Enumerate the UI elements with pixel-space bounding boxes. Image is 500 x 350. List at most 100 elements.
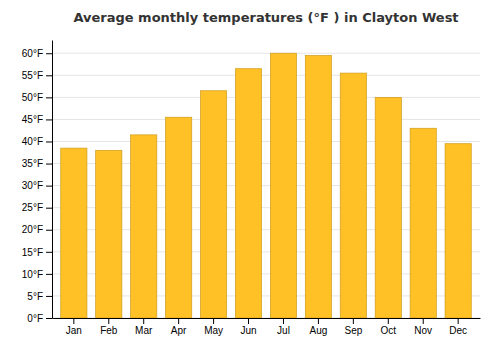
tick: Nov — [414, 318, 432, 336]
tick-label: 15°F — [22, 247, 43, 258]
tick-label: Sep — [344, 325, 362, 336]
tick: Mar — [135, 318, 153, 336]
tick: 55°F — [22, 70, 52, 81]
tick: 60°F — [22, 48, 52, 59]
bar — [96, 150, 122, 318]
tick-label: 45°F — [22, 114, 43, 125]
tick-label: Dec — [449, 325, 467, 336]
tick: 15°F — [22, 247, 52, 258]
tick-label: 10°F — [22, 269, 43, 280]
tick-label: Jan — [66, 325, 82, 336]
tick-label: Jul — [277, 325, 290, 336]
tick: Jun — [240, 318, 256, 336]
tick: 25°F — [22, 202, 52, 213]
tick-mark — [46, 274, 52, 275]
tick-mark — [46, 75, 52, 76]
tick: Sep — [344, 318, 362, 336]
tick: Jul — [277, 318, 290, 336]
tick-mark — [283, 318, 284, 324]
tick: 45°F — [22, 114, 52, 125]
tick-mark — [46, 164, 52, 165]
tick-mark — [46, 230, 52, 231]
tick-mark — [178, 318, 179, 324]
tick: Dec — [449, 318, 467, 336]
tick-mark — [353, 318, 354, 324]
grid — [52, 53, 480, 318]
tick-mark — [143, 318, 144, 324]
tick-label: Mar — [135, 325, 153, 336]
tick-mark — [46, 296, 52, 297]
tick-label: 20°F — [22, 224, 43, 235]
tick-label: Oct — [381, 325, 397, 336]
title: Average monthly temperatures (°F ) in Cl… — [73, 10, 458, 25]
bar — [375, 97, 401, 318]
axis-line — [52, 41, 53, 319]
tick-label: 5°F — [27, 291, 43, 302]
chart: 0°F 5°F 10°F 15°F 20°F 25°F 30°F 35°F 40°F 45°F 50… — [0, 0, 500, 350]
bar — [131, 135, 157, 318]
tick-mark — [46, 252, 52, 253]
tick: 10°F — [22, 269, 52, 280]
tick-mark — [46, 141, 52, 142]
tick-label: Apr — [171, 325, 187, 336]
tick: Feb — [100, 318, 118, 336]
tick-mark — [248, 318, 249, 324]
tick-label: 40°F — [22, 136, 43, 147]
tick-label: 60°F — [22, 48, 43, 59]
tick-mark — [318, 318, 319, 324]
tick: Aug — [310, 318, 328, 336]
tick-mark — [46, 318, 52, 319]
grid-line — [52, 75, 480, 76]
bar — [200, 91, 226, 318]
bar — [305, 55, 331, 318]
axis-line — [53, 318, 481, 319]
x-axis: Jan Feb Mar Apr May Jun Jul Aug Sep Oct Nov Dec — [53, 318, 481, 336]
plot: 0°F 5°F 10°F 15°F 20°F 25°F 30°F 35°F 40°F 45°F 50… — [22, 41, 481, 337]
bar — [340, 73, 366, 318]
tick-mark — [46, 186, 52, 187]
tick-label: 50°F — [22, 92, 43, 103]
tick-label: Aug — [310, 325, 328, 336]
bar — [445, 144, 471, 318]
tick-mark — [73, 318, 74, 324]
tick-mark — [108, 318, 109, 324]
tick-mark — [46, 97, 52, 98]
bar — [166, 117, 192, 318]
grid-line — [52, 53, 480, 54]
grid-line — [52, 119, 480, 120]
tick-label: Nov — [414, 325, 432, 336]
tick-label: 30°F — [22, 180, 43, 191]
bar — [410, 128, 436, 318]
tick: 0°F — [27, 313, 52, 324]
tick-mark — [46, 119, 52, 120]
tick: May — [204, 318, 223, 336]
y-axis: 0°F 5°F 10°F 15°F 20°F 25°F 30°F 35°F 40°F 45°F 50… — [22, 41, 53, 324]
bar — [235, 69, 261, 318]
tick: Jan — [66, 318, 82, 336]
tick-label: Jun — [240, 325, 256, 336]
tick-mark — [423, 318, 424, 324]
tick-mark — [213, 318, 214, 324]
tick-label: 0°F — [27, 313, 43, 324]
tick: Apr — [171, 318, 187, 336]
tick: 5°F — [27, 291, 52, 302]
bar — [270, 53, 296, 318]
tick-label: May — [204, 325, 223, 336]
tick: 35°F — [22, 158, 52, 169]
tick-label: 25°F — [22, 202, 43, 213]
tick-label: 35°F — [22, 158, 43, 169]
tick-label: Feb — [100, 325, 118, 336]
tick-mark — [458, 318, 459, 324]
tick: 20°F — [22, 224, 52, 235]
tick-label: 55°F — [22, 70, 43, 81]
grid-line — [52, 97, 480, 98]
tick: 50°F — [22, 92, 52, 103]
tick: Oct — [381, 318, 397, 336]
bars — [61, 53, 472, 318]
tick-mark — [46, 208, 52, 209]
tick-mark — [46, 53, 52, 54]
bar — [61, 148, 87, 318]
tick-mark — [388, 318, 389, 324]
tick: 40°F — [22, 136, 52, 147]
tick: 30°F — [22, 180, 52, 191]
